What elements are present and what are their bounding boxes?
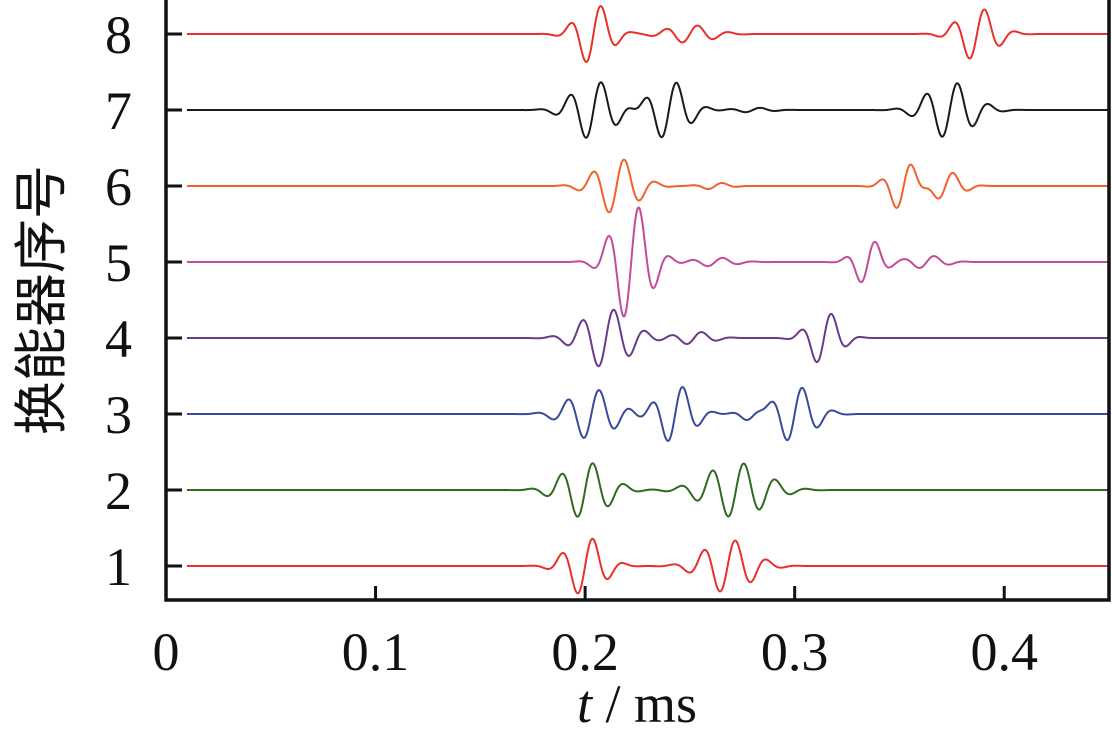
x-tick-label: 0.2	[551, 622, 619, 682]
waveform-trace-1	[186, 537, 1110, 595]
waveform-trace-8	[186, 5, 1110, 63]
x-axis-title: t / ms	[577, 674, 697, 732]
y-tick-label: 5	[105, 233, 132, 293]
x-ticks: 0 0.1 0.2 0.3 0.4	[153, 586, 1038, 682]
waveform-trace-5	[186, 206, 1110, 318]
plot-frame	[164, 0, 1111, 602]
x-tick-label: 0.1	[342, 622, 410, 682]
y-tick-label: 2	[105, 461, 132, 521]
y-tick-label: 3	[105, 385, 132, 445]
x-axis-unit: ms	[634, 674, 697, 732]
y-tick-label: 1	[105, 537, 132, 597]
x-axis-variable: t	[577, 674, 594, 732]
x-axis-separator: /	[592, 674, 634, 732]
x-tick-label: 0	[153, 622, 180, 682]
y-ticks: 1 2 3 4 5 6 7 8	[105, 5, 182, 597]
x-tick-label: 0.4	[970, 622, 1038, 682]
waveform-trace-7	[186, 81, 1110, 139]
waveform-trace-2	[186, 462, 1110, 518]
y-tick-label: 7	[105, 81, 132, 141]
waveform-trace-4	[186, 308, 1110, 368]
y-axis-title: 换能器序号	[10, 165, 73, 435]
y-tick-label: 4	[105, 309, 132, 369]
waveform-trace-3	[186, 386, 1110, 442]
waveform-group	[186, 5, 1110, 595]
x-tick-label: 0.3	[761, 622, 829, 682]
y-tick-label: 8	[105, 5, 132, 65]
y-tick-label: 6	[105, 157, 132, 217]
waveform-trace-6	[186, 158, 1110, 214]
